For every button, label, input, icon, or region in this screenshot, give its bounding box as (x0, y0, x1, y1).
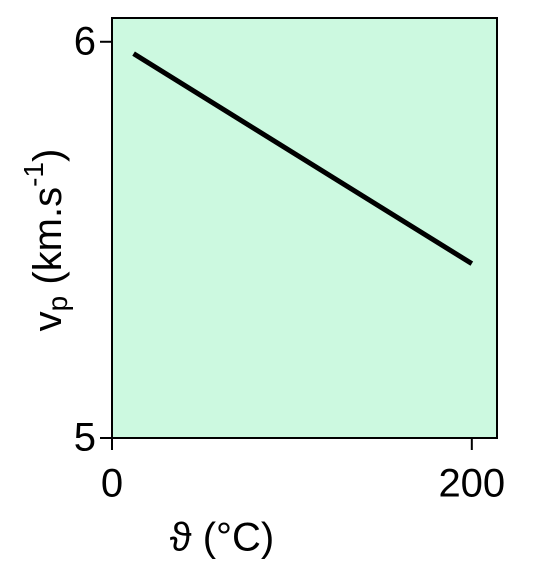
x-tick-label: 200 (438, 462, 505, 506)
y-label-part: v (26, 311, 70, 331)
y-label-part: ) (26, 149, 70, 162)
y-tick-label: 6 (74, 19, 96, 63)
plot-area (111, 17, 498, 439)
y-label-sup: -1 (18, 162, 49, 187)
data-line (132, 51, 474, 266)
y-label-part: (km.s (26, 187, 70, 296)
y-axis-label: vp (km.s-1) (18, 149, 73, 332)
x-tick-label: 0 (101, 462, 123, 506)
x-axis-label: ϑ (°C) (170, 516, 275, 560)
y-label-sub: p (42, 296, 73, 312)
y-tick-label: 5 (74, 416, 96, 460)
